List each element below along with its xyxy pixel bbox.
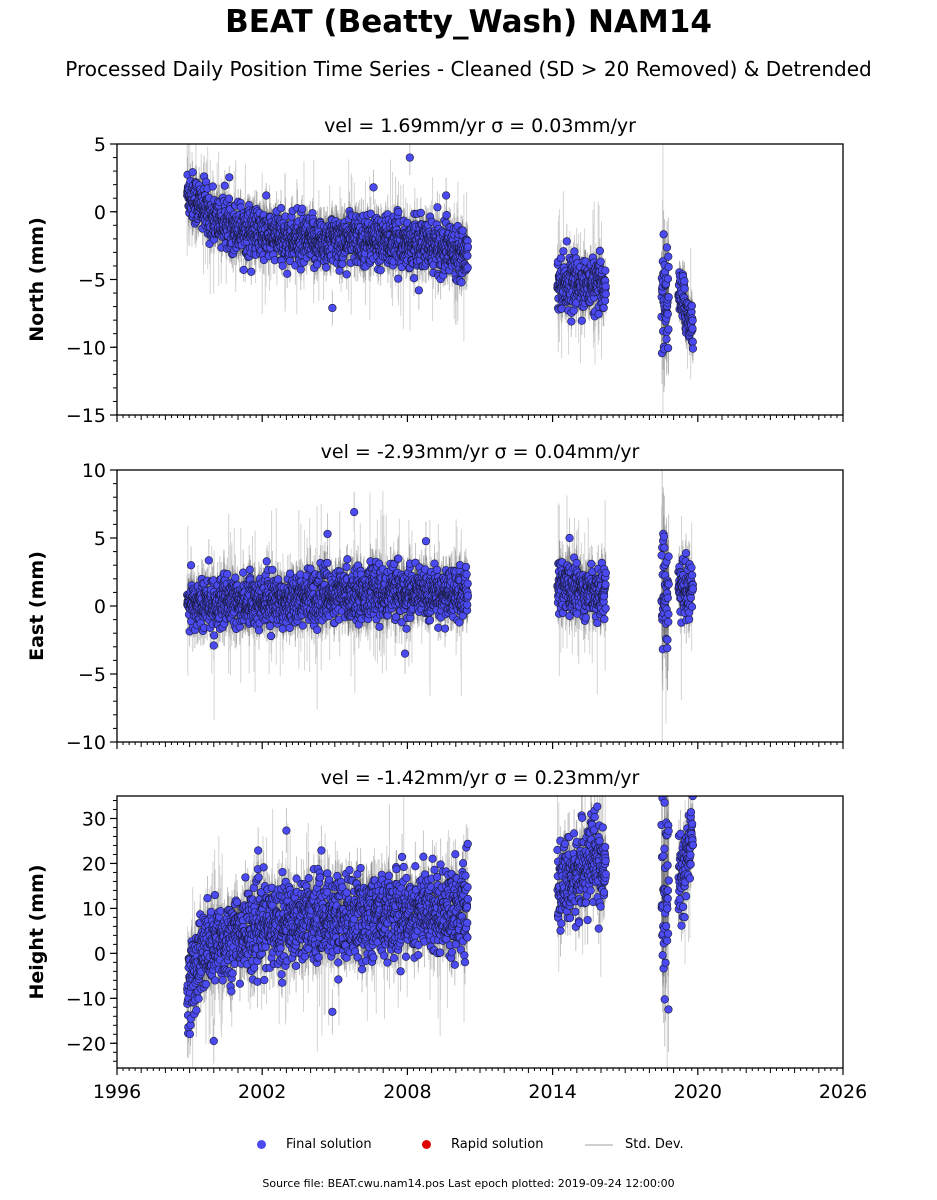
data-point bbox=[688, 316, 697, 325]
data-point bbox=[664, 292, 673, 302]
plot-area bbox=[183, 144, 698, 415]
data-point bbox=[601, 282, 610, 291]
data-point bbox=[688, 344, 698, 353]
data-point bbox=[405, 153, 414, 162]
data-point bbox=[225, 173, 234, 182]
data-point bbox=[601, 266, 610, 275]
data-point bbox=[664, 343, 673, 353]
data-point bbox=[224, 194, 234, 203]
data-point bbox=[394, 274, 403, 283]
data-point bbox=[369, 183, 378, 192]
data-point bbox=[577, 316, 586, 325]
y-tick-label: −5 bbox=[78, 270, 106, 292]
data-point bbox=[662, 335, 671, 344]
data-point bbox=[556, 254, 566, 263]
data-point bbox=[559, 247, 568, 256]
data-point bbox=[463, 242, 473, 251]
data-point bbox=[442, 191, 451, 200]
data-point bbox=[601, 289, 610, 299]
data-point bbox=[247, 267, 256, 276]
chart-title: BEAT (Beatty_Wash) NAM14 bbox=[225, 4, 712, 40]
data-point bbox=[599, 303, 608, 312]
data-point bbox=[342, 270, 351, 279]
data-point bbox=[409, 274, 419, 283]
data-point bbox=[442, 210, 451, 220]
data-point bbox=[335, 266, 344, 275]
y-tick-label: 0 bbox=[94, 202, 106, 224]
data-point bbox=[414, 286, 423, 295]
data-point bbox=[208, 182, 217, 191]
time-series-chart: −15 −10 −5 0 5 vel = 1.69mm/yr σ = 0.03mm/yr N… bbox=[26, 115, 867, 1103]
data-point bbox=[458, 226, 467, 235]
data-point bbox=[687, 301, 696, 310]
data-point bbox=[298, 204, 307, 213]
data-point bbox=[416, 208, 425, 218]
data-point bbox=[285, 256, 295, 266]
data-point bbox=[680, 284, 689, 293]
chart-subtitle: Processed Daily Position Time Series - C… bbox=[65, 57, 872, 81]
data-point bbox=[321, 263, 331, 272]
data-point bbox=[457, 278, 466, 287]
data-point bbox=[220, 181, 229, 190]
data-point bbox=[595, 246, 604, 255]
data-point bbox=[366, 209, 375, 218]
data-point bbox=[688, 324, 697, 333]
data-point bbox=[680, 277, 689, 286]
y-tick-label: −10 bbox=[66, 337, 106, 359]
y-tick-label: −15 bbox=[66, 405, 106, 427]
data-point bbox=[394, 207, 403, 217]
data-point bbox=[664, 262, 673, 272]
data-point bbox=[463, 263, 472, 272]
data-point bbox=[328, 303, 337, 313]
panel-title: vel = 1.69mm/yr σ = 0.03mm/yr bbox=[324, 115, 636, 137]
panel-0: −15 −10 −5 0 5 vel = 1.69mm/yr σ = 0.03mm/yr N… bbox=[26, 115, 844, 427]
data-point bbox=[338, 259, 347, 268]
data-point bbox=[567, 317, 576, 326]
data-point bbox=[570, 247, 579, 256]
data-point bbox=[239, 265, 248, 275]
data-point bbox=[663, 274, 673, 283]
data-point bbox=[662, 243, 672, 252]
y-tick-label: 5 bbox=[94, 134, 106, 156]
data-point bbox=[278, 261, 287, 270]
data-point bbox=[664, 325, 673, 334]
data-point bbox=[313, 260, 322, 269]
data-point bbox=[201, 177, 211, 186]
data-point bbox=[664, 252, 673, 261]
data-point bbox=[562, 237, 571, 246]
y-axis-label: North (mm) bbox=[26, 217, 48, 342]
plot-area bbox=[183, 470, 698, 742]
data-point bbox=[283, 269, 292, 278]
data-point bbox=[688, 337, 697, 346]
data-point bbox=[659, 230, 668, 239]
data-point bbox=[463, 251, 472, 260]
data-point bbox=[188, 168, 197, 177]
data-point bbox=[594, 310, 603, 319]
data-point bbox=[262, 191, 271, 200]
data-point bbox=[663, 310, 672, 319]
data-point bbox=[433, 203, 442, 212]
data-points bbox=[183, 153, 698, 358]
data-point bbox=[596, 257, 605, 266]
data-point bbox=[276, 204, 286, 213]
data-point bbox=[376, 266, 385, 275]
